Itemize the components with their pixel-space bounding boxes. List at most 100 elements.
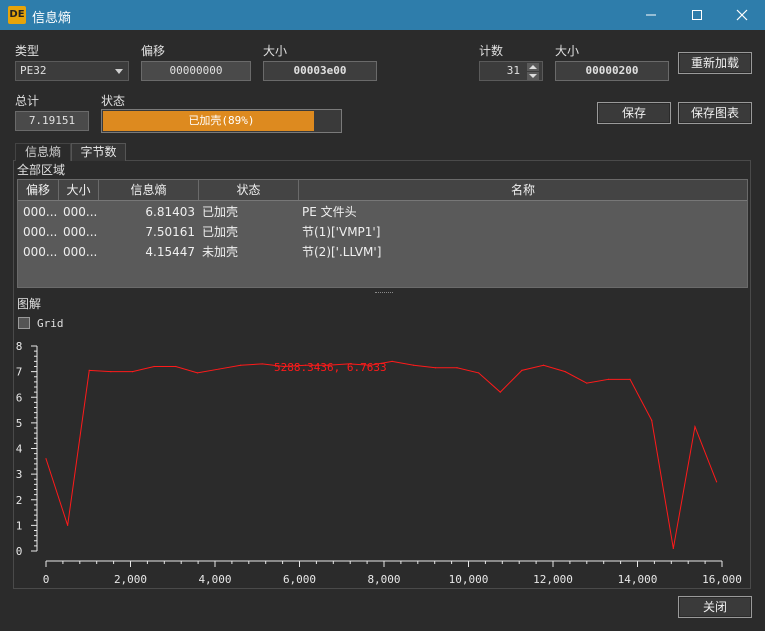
cell-offset: 000... (23, 205, 58, 219)
x-tick-label: 14,000 (618, 573, 658, 586)
cell-status: 已加壳 (202, 225, 239, 239)
column-offset[interactable]: 偏移 (18, 180, 59, 200)
minimize-button[interactable] (628, 0, 674, 30)
cell-offset: 000... (23, 225, 58, 239)
maximize-button[interactable] (674, 0, 720, 30)
data-point (88, 369, 90, 371)
status-label: 状态 (101, 94, 126, 108)
data-point (175, 365, 177, 368)
y-tick-label: 7 (16, 366, 23, 379)
app-icon: DE (8, 6, 26, 24)
close-button[interactable]: 关闭 (678, 596, 752, 618)
data-point (478, 372, 480, 374)
total-field[interactable]: 7.19151 (15, 111, 89, 131)
data-point (521, 369, 523, 371)
grid-label: Grid (37, 317, 64, 330)
entropy-chart: 0 1 2 3 4 5 6 7 8 0 2,000 4,000 6,000 8,000 10,000 12,0… (16, 340, 742, 586)
y-tick-label: 0 (16, 545, 23, 558)
status-progress: 已加壳(89%) (101, 109, 342, 133)
x-tick-label: 12,000 (533, 573, 573, 586)
close-window-button[interactable] (719, 0, 765, 30)
cell-name: 节(1)['VMP1'] (302, 225, 381, 239)
status-text: 已加壳(89%) (188, 114, 255, 127)
tab-entropy[interactable]: 信息熵 (15, 143, 71, 161)
column-entropy[interactable]: 信息熵 (99, 180, 199, 200)
window-title: 信息熵 (32, 11, 72, 26)
type-select[interactable]: PE32 (15, 61, 129, 81)
chart-title: 图解 (17, 297, 42, 311)
x-tick-label: 16,000 (702, 573, 742, 586)
maximize-icon (692, 10, 702, 20)
data-point (348, 363, 350, 365)
data-point (499, 391, 501, 393)
data-point (672, 547, 674, 550)
cell-status: 未加壳 (202, 245, 239, 259)
table-header: 偏移 大小 信息熵 状态 名称 (18, 180, 747, 201)
data-point (564, 371, 566, 373)
spin-down-icon[interactable] (527, 72, 539, 80)
data-point (651, 419, 653, 421)
block-size-field[interactable]: 00000200 (555, 61, 669, 81)
data-point (240, 364, 242, 366)
column-size[interactable]: 大小 (59, 180, 99, 200)
save-chart-button[interactable]: 保存图表 (678, 102, 752, 124)
column-name[interactable]: 名称 (510, 183, 535, 197)
regions-title: 全部区域 (17, 163, 66, 177)
data-point (131, 371, 134, 373)
entropy-series-line (45, 360, 718, 549)
column-status[interactable]: 状态 (199, 180, 299, 200)
table-row[interactable]: 000... 000... 4.15447 未加壳 节(2)['.LLVM'] (18, 242, 747, 262)
spin-up-icon[interactable] (527, 63, 539, 71)
data-point (715, 481, 718, 483)
data-point (196, 372, 199, 374)
block-size-label: 大小 (555, 44, 580, 58)
y-tick-label: 1 (16, 519, 23, 532)
type-select-value: PE32 (20, 64, 47, 77)
table-row[interactable]: 000... 000... 7.50161 已加壳 节(1)['VMP1'] (18, 222, 747, 242)
table-row[interactable]: 000... 000... 6.81403 已加壳 PE 文件头 (18, 202, 747, 222)
grid-checkbox[interactable] (18, 317, 30, 329)
y-tick-label: 2 (16, 494, 23, 507)
reload-button[interactable]: 重新加载 (678, 52, 752, 74)
x-tick-label: 0 (43, 573, 50, 586)
data-point (391, 360, 393, 362)
cell-size: 000... (63, 245, 98, 259)
y-tick-label: 8 (16, 340, 23, 353)
data-point (304, 364, 307, 366)
y-tick-label: 3 (16, 468, 23, 481)
data-point (218, 368, 220, 370)
chart-annotation: 5288.3436, 6.7633 (274, 361, 387, 374)
data-point (456, 367, 458, 369)
size-label: 大小 (263, 44, 288, 58)
data-point (629, 378, 631, 380)
size-field[interactable]: 00003e00 (263, 61, 377, 81)
close-icon (736, 9, 748, 21)
data-point (45, 458, 47, 460)
data-point (607, 378, 610, 380)
count-spinbox[interactable]: 31 (479, 61, 543, 81)
x-tick-label: 6,000 (283, 573, 316, 586)
y-tick-label: 5 (16, 417, 23, 430)
data-point (586, 382, 588, 384)
data-point (694, 426, 696, 428)
regions-table: 偏移 大小 信息熵 状态 名称 000... 000... 6.81403 已加… (17, 179, 748, 288)
data-point (542, 364, 545, 366)
count-value: 31 (506, 64, 520, 77)
data-point (153, 365, 155, 368)
progress-fill (103, 111, 314, 131)
data-point (261, 363, 263, 365)
cell-name: 节(2)['.LLVM'] (302, 245, 382, 259)
cell-offset: 000... (23, 245, 58, 259)
tab-byte-count[interactable]: 字节数 (71, 143, 126, 161)
cell-entropy: 4.15447 (145, 245, 195, 259)
count-label: 计数 (479, 44, 504, 58)
data-point (369, 364, 372, 366)
x-tick-label: 8,000 (367, 573, 400, 586)
cell-status: 已加壳 (202, 205, 239, 219)
save-button[interactable]: 保存 (597, 102, 671, 124)
offset-field[interactable]: 00000000 (141, 61, 251, 81)
chevron-down-icon (115, 69, 123, 74)
type-label: 类型 (15, 44, 40, 58)
data-point (434, 367, 436, 369)
splitter-handle[interactable] (375, 292, 393, 294)
